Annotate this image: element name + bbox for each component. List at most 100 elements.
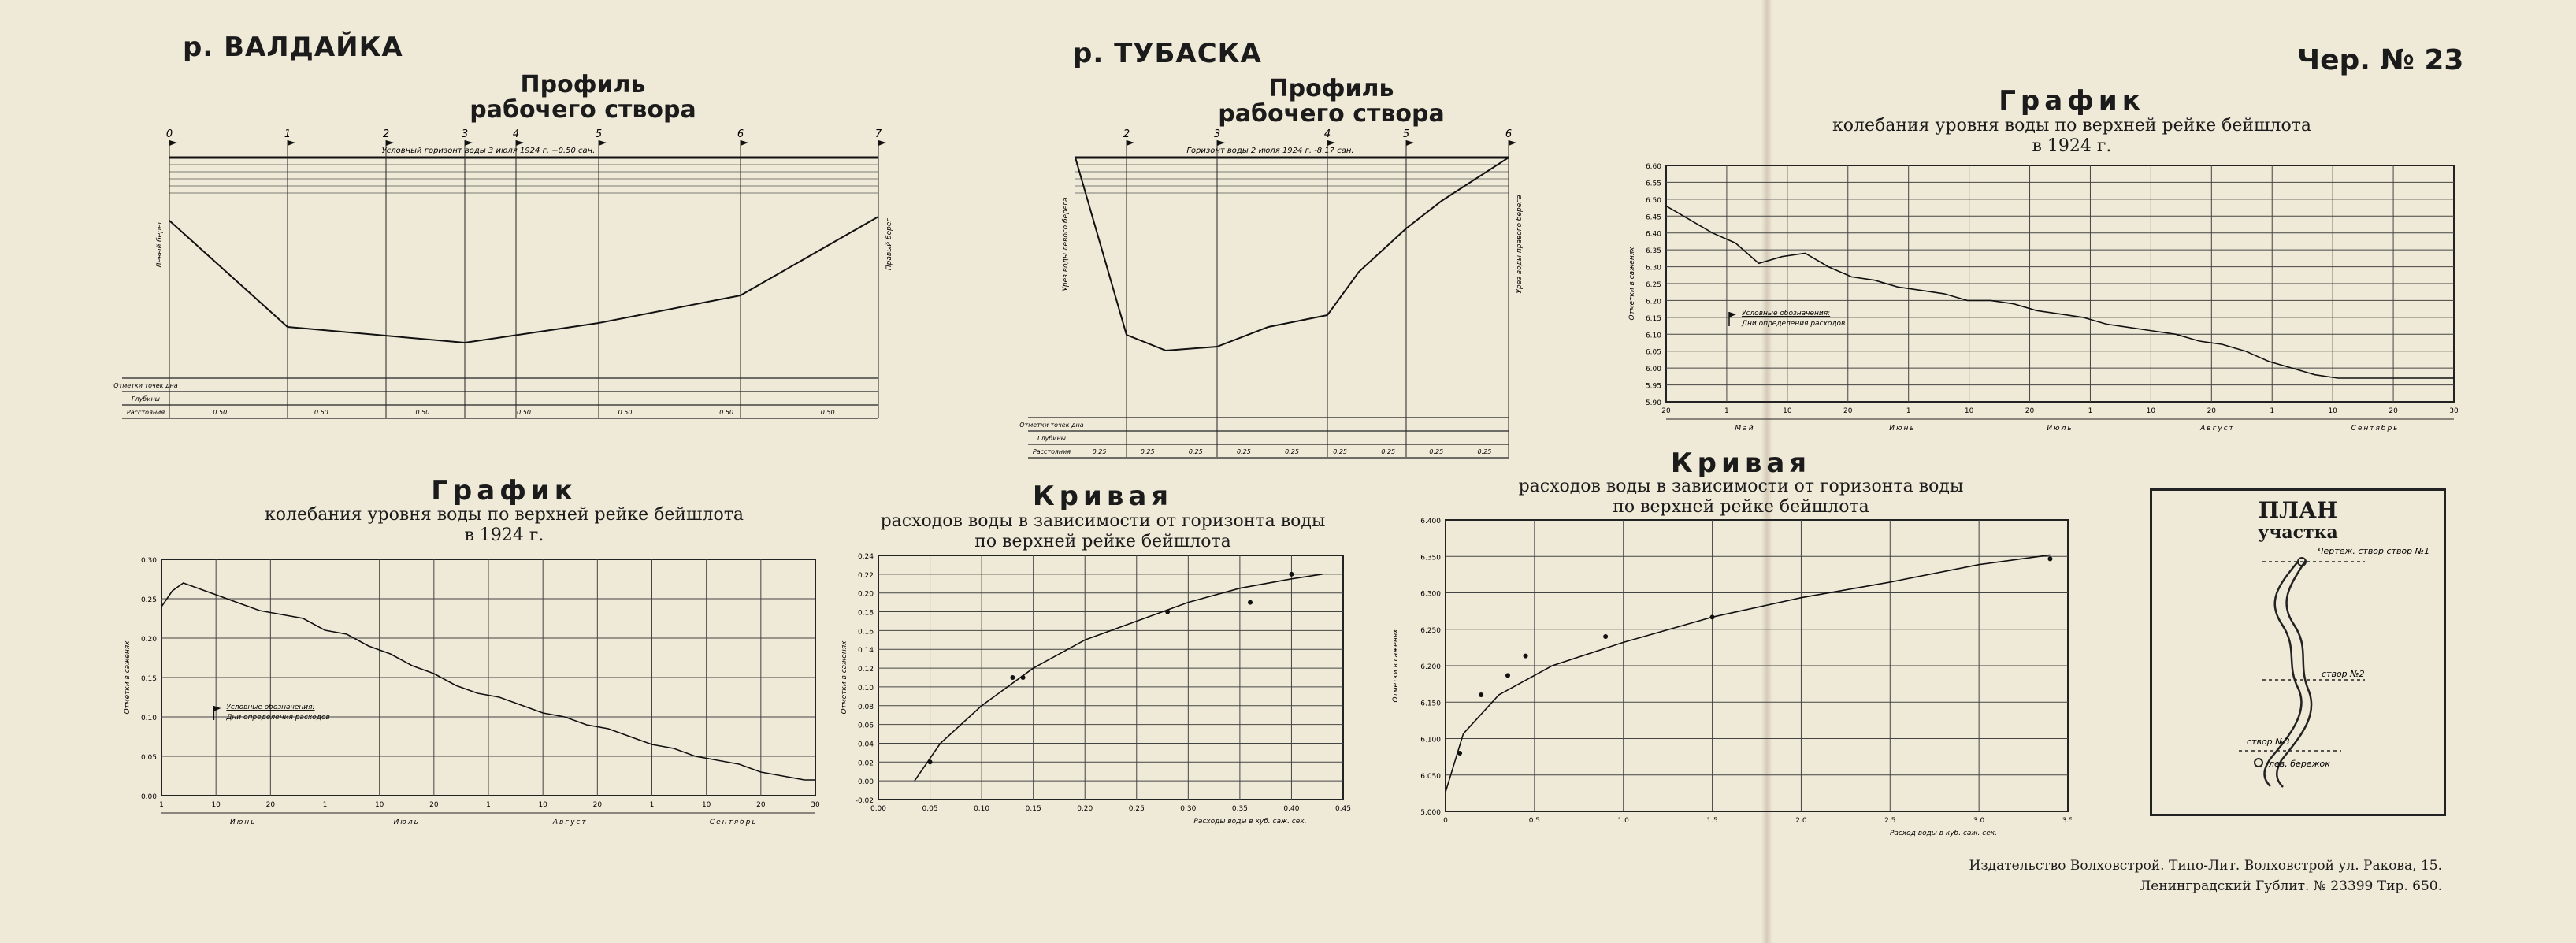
y-tick-label: 0.06 <box>858 722 874 730</box>
distance-value: 0.25 <box>1429 448 1443 455</box>
station-flag <box>386 140 394 146</box>
measurement-point <box>1457 751 1463 756</box>
y-tick-label: 0.16 <box>858 628 874 636</box>
right-bank-label: Правый берег <box>885 218 893 270</box>
x-tick-label: 0.35 <box>1232 805 1248 813</box>
x-tick-label: 10 <box>1965 407 1974 415</box>
x-tick-label: 0.05 <box>922 805 938 813</box>
distance-value: 0.50 <box>416 409 430 416</box>
x-tick-label: 10 <box>2328 407 2337 415</box>
water-level-note: Условный горизонт воды 3 июля 1924 г. +0… <box>382 147 596 155</box>
station-flag <box>1327 140 1335 146</box>
table-row-label: Отметки точек дна <box>1019 421 1083 429</box>
graph-subtitle-left-1: колебания уровня воды по верхней рейке б… <box>265 505 744 525</box>
distance-value: 0.50 <box>618 409 633 416</box>
x-tick-label: 20 <box>1661 407 1671 415</box>
measurement-point <box>1523 653 1528 659</box>
station-number: 6 <box>737 128 744 140</box>
distance-value: 0.25 <box>1478 448 1492 455</box>
y-tick-label: 0.00 <box>141 793 157 801</box>
station-number: 3 <box>1214 128 1220 140</box>
right-bank-label: Урез воды правого берега <box>1516 195 1524 294</box>
x-tick-label: 10 <box>1783 407 1792 415</box>
y-tick-label: 0.12 <box>858 666 874 674</box>
stage-series-line <box>161 582 815 781</box>
x-tick-label: 10 <box>702 801 711 809</box>
plan-box: ПЛАН участка Чертеж. створ створ №1 ство… <box>2150 488 2446 816</box>
measurement-point <box>2047 556 2053 562</box>
graph-title-left: График <box>431 475 577 507</box>
dam-marker <box>2297 557 2307 566</box>
distance-value: 0.25 <box>1237 448 1251 455</box>
x-tick-label: 1 <box>486 801 491 809</box>
month-label: Июнь <box>1889 425 1916 433</box>
y-tick-label: 0.22 <box>858 572 874 580</box>
graph-subtitle-right-2: в 1924 г. <box>2032 136 2112 156</box>
legend-flag <box>213 706 221 711</box>
station-flag <box>599 140 607 146</box>
y-tick-label: -0.02 <box>856 797 874 805</box>
x-tick-label: 20 <box>756 801 766 809</box>
legend-flag <box>1729 312 1736 317</box>
x-axis-label: Расходы воды в куб. саж. сек. <box>1193 818 1306 826</box>
y-tick-label: 0.24 <box>858 553 874 561</box>
x-tick-label: 1 <box>650 801 655 809</box>
table-row-label: Расстояния <box>127 409 165 416</box>
y-tick-label: 0.05 <box>141 754 157 762</box>
plan-label-1: Чертеж. створ створ №1 <box>2318 546 2429 556</box>
curve-subtitle-mid-2: по верхней рейке бейшлота <box>974 532 1231 551</box>
plot-frame <box>878 555 1344 800</box>
stage-series-line <box>1665 205 2454 379</box>
curve-title-mid: Кривая <box>1032 481 1174 512</box>
x-tick-label: 20 <box>2025 407 2035 415</box>
distance-value: 0.50 <box>213 409 227 416</box>
station-flag <box>288 140 295 146</box>
x-tick-label: 3.0 <box>1973 817 1985 825</box>
profile-tubaska: Горизонт воды 2 июля 1924 г. -8.17 сан. 2… <box>1019 128 1524 459</box>
riverbed-profile <box>169 216 879 344</box>
distance-value: 0.25 <box>1381 448 1395 455</box>
month-label: Сентябрь <box>710 819 758 826</box>
x-tick-label: 1 <box>159 801 164 809</box>
distance-value: 0.25 <box>1189 448 1203 455</box>
x-axis-label: Расход воды в куб. саж. сек. <box>1890 830 1997 837</box>
station-number: 1 <box>284 128 291 140</box>
left-bank-label: Урез воды левого берега <box>1062 197 1070 291</box>
distance-value: 0.50 <box>314 409 328 416</box>
x-tick-label: 20 <box>429 801 439 809</box>
table-row-label: Глубины <box>1037 435 1066 442</box>
month-label: Май <box>1735 425 1754 433</box>
y-tick-label: 6.55 <box>1646 180 1661 187</box>
x-tick-label: 0.30 <box>1180 805 1196 813</box>
page-fold <box>1761 0 1772 943</box>
y-tick-label: 0.14 <box>858 647 874 655</box>
y-tick-label: 0.00 <box>858 778 874 786</box>
x-tick-label: 0.10 <box>974 805 989 813</box>
water-level-note: Горизонт воды 2 июля 1924 г. -8.17 сан. <box>1186 147 1353 155</box>
station-flag <box>1127 140 1134 146</box>
profile-subtitle-mid: рабочего створа <box>1218 100 1445 128</box>
y-tick-label: 0.18 <box>858 610 874 618</box>
x-tick-label: 20 <box>2207 407 2217 415</box>
y-tick-label: 0.30 <box>141 557 157 565</box>
distance-value: 0.25 <box>1141 448 1155 455</box>
x-tick-label: 10 <box>211 801 221 809</box>
distance-value: 0.50 <box>821 409 835 416</box>
y-axis-label: Отметки в саженях <box>1392 629 1400 703</box>
station-flag <box>878 140 886 146</box>
y-tick-label: 6.400 <box>1420 518 1441 525</box>
station-flag <box>1509 140 1516 146</box>
plan-label-3: створ №3 <box>2247 737 2290 747</box>
y-tick-label: 6.350 <box>1420 554 1441 562</box>
y-tick-label: 6.50 <box>1646 197 1661 205</box>
curve-title-right: Кривая <box>1670 447 1812 479</box>
station-flag <box>1406 140 1414 146</box>
x-tick-label: 0.5 <box>1529 817 1540 825</box>
y-tick-label: 0.04 <box>858 741 874 748</box>
distance-value: 0.25 <box>1093 448 1107 455</box>
river-bank-left <box>2263 561 2303 787</box>
station-flag <box>741 140 748 146</box>
y-tick-label: 6.15 <box>1646 315 1661 323</box>
y-tick-label: 6.300 <box>1420 591 1441 599</box>
